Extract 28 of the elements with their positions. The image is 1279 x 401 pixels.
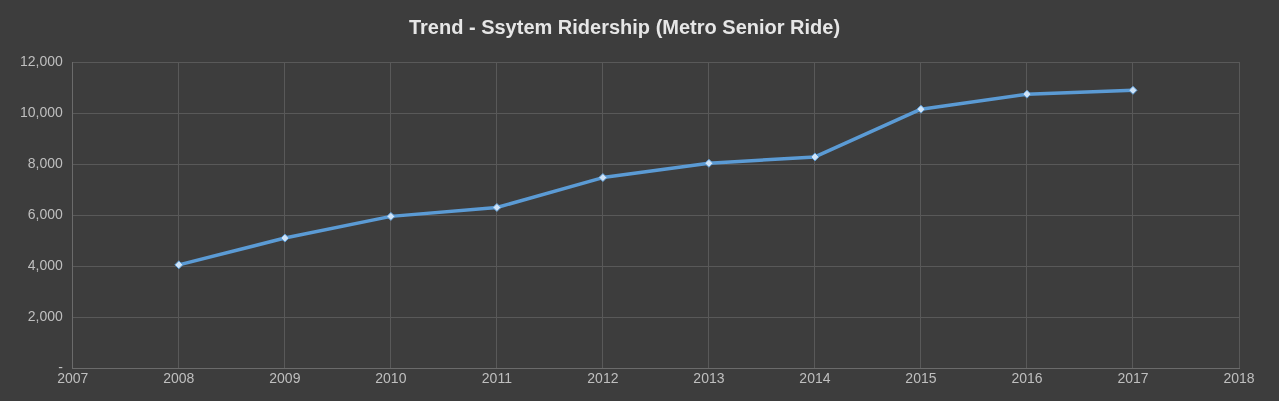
point <box>174 260 184 270</box>
point <box>810 152 820 162</box>
x-tick-label: 2018 <box>1223 370 1255 387</box>
x-tick-label: 2013 <box>693 370 725 387</box>
x-tick-label: 2012 <box>587 370 619 387</box>
y-tick-label: 2,000 <box>27 308 64 325</box>
y-tick-label: 4,000 <box>27 256 64 273</box>
x-tick-label: 2008 <box>163 370 195 387</box>
y-tick-label: 6,000 <box>27 205 64 222</box>
point <box>916 104 926 114</box>
x-tick-label: 2017 <box>1117 370 1149 387</box>
y-tick-label: 10,000 <box>19 103 64 120</box>
point <box>598 173 608 183</box>
x-tick-label: 2011 <box>481 370 513 387</box>
x-tick-label: 2010 <box>375 370 407 387</box>
y-tick-label: 8,000 <box>27 154 64 171</box>
x-tick-label: 2015 <box>905 370 937 387</box>
x-tick-label: 2016 <box>1011 370 1043 387</box>
x-tick-label: 2009 <box>269 370 301 387</box>
x-tick-label: 2014 <box>799 370 831 387</box>
point <box>704 158 714 168</box>
y-tick-label: 12,000 <box>19 52 64 69</box>
point <box>280 233 290 243</box>
chart-title: Trend - Ssytem Ridership (Metro Senior Ride) <box>408 15 841 38</box>
point <box>386 211 396 221</box>
point <box>1022 89 1032 99</box>
point <box>1128 85 1138 95</box>
point <box>492 202 502 212</box>
